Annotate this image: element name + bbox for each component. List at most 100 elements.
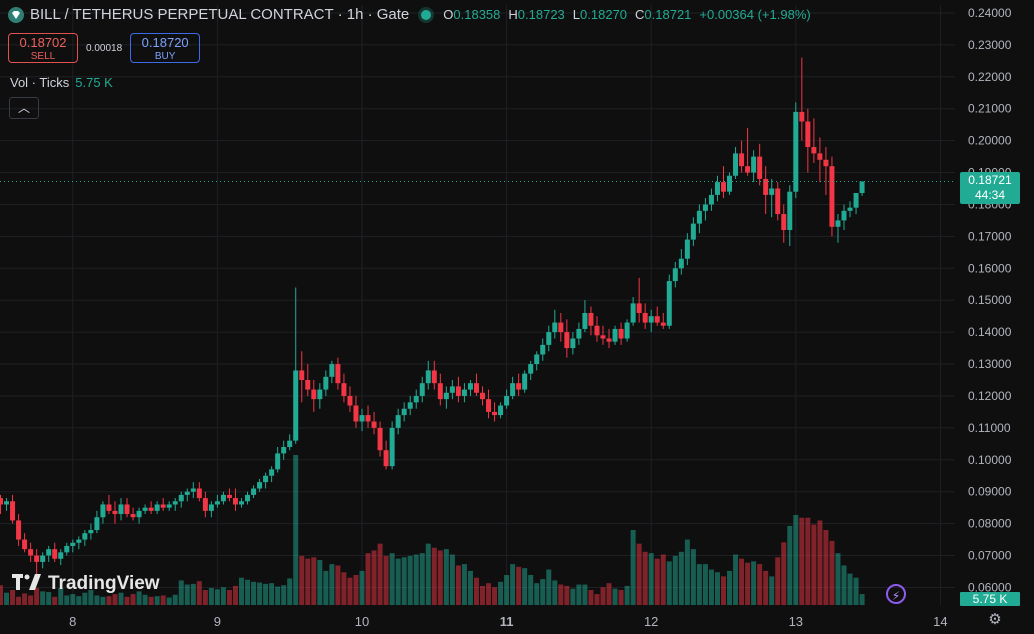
volume-bar — [335, 565, 341, 605]
x-tick-label: 12 — [644, 614, 658, 629]
candle-body — [329, 364, 335, 377]
volume-bar — [461, 564, 467, 605]
volume-bar — [323, 570, 329, 605]
candle-body — [522, 373, 528, 390]
volume-bar — [425, 543, 431, 605]
candle-body — [516, 383, 522, 390]
candle-body — [34, 555, 40, 562]
candle-body — [0, 498, 3, 505]
candle-body — [281, 447, 287, 454]
volume-legend-label: Vol · Ticks — [10, 75, 70, 90]
candle-body — [226, 494, 232, 499]
volume-bar — [510, 564, 516, 605]
volume-bar — [769, 576, 775, 605]
price-axis[interactable]: 0.240000.230000.220000.210000.200000.190… — [968, 6, 1012, 594]
candle-body — [347, 395, 353, 406]
gear-icon[interactable]: ⚙ — [988, 611, 1002, 628]
candle-body — [46, 549, 52, 556]
volume-bar — [154, 596, 160, 605]
volume-bar — [799, 517, 805, 605]
volume-bar — [823, 530, 829, 605]
volume-bar — [449, 554, 455, 605]
volume-legend[interactable]: Vol · Ticks 5.75 K — [10, 75, 113, 90]
volume-bar — [630, 530, 636, 605]
candle-body — [335, 364, 341, 384]
candle-body — [534, 354, 540, 365]
volume-bar — [172, 594, 178, 605]
candle-body — [480, 392, 485, 400]
symbol-title[interactable]: BILL / TETHERUS PERPETUAL CONTRACT · 1h … — [30, 6, 410, 23]
volume-bar — [642, 551, 648, 605]
volume-bar — [263, 583, 269, 605]
candle-body — [443, 392, 449, 400]
candle-body — [100, 504, 106, 518]
volume-bar — [371, 550, 377, 605]
volume-bar — [654, 558, 660, 605]
candle-body — [492, 411, 498, 416]
lightning-icon[interactable]: ⚡ — [886, 584, 906, 604]
high-label: H — [508, 7, 518, 22]
volume-bar — [443, 549, 449, 605]
volume-bar — [16, 596, 22, 605]
volume-bar — [805, 517, 811, 605]
volume-bar — [166, 597, 172, 605]
candle-body — [353, 405, 359, 422]
tradingview-logo[interactable]: TradingView — [12, 573, 160, 595]
y-tick-label: 0.14000 — [968, 325, 1012, 339]
volume-bar — [835, 553, 841, 605]
candle-body — [841, 210, 847, 221]
volume-bar — [106, 596, 112, 605]
candle-body — [395, 415, 401, 428]
volume-bar — [781, 542, 787, 605]
collapse-legend-button[interactable]: ︿ — [9, 97, 39, 119]
volume-bar — [708, 569, 714, 605]
volume-bar — [142, 594, 148, 605]
volume-bar — [124, 596, 130, 605]
candle-body — [449, 386, 455, 393]
buy-price: 0.18720 — [141, 35, 189, 50]
volume-bar — [498, 581, 504, 605]
sell-button[interactable]: 0.18702 SELL — [8, 33, 78, 63]
volume-bar — [70, 594, 76, 605]
volume-bar — [534, 583, 540, 605]
candle-body — [757, 156, 763, 179]
candle-body — [811, 147, 817, 154]
volume-bar — [751, 561, 757, 605]
volume-bar — [88, 590, 94, 605]
y-tick-label: 0.23000 — [968, 38, 1012, 52]
volume-bar — [775, 557, 781, 605]
candle-body — [10, 501, 16, 521]
volume-bar — [22, 593, 28, 605]
volume-bar — [10, 590, 16, 605]
volume-bar — [552, 580, 558, 605]
candle-body — [708, 194, 714, 205]
volume-bar — [558, 584, 564, 605]
volume-bar — [480, 585, 485, 605]
volume-bar — [377, 543, 383, 605]
low-value: 0.18270 — [580, 7, 628, 22]
volume-bar — [540, 579, 546, 605]
buy-button[interactable]: 0.18720 BUY — [130, 33, 201, 63]
candle-body — [184, 491, 190, 495]
candle-body — [805, 121, 811, 148]
volume-bar — [226, 590, 232, 605]
candle-body — [467, 383, 473, 390]
volume-bar — [582, 584, 588, 605]
candle-body — [859, 181, 865, 194]
volume-bar — [763, 570, 769, 605]
y-tick-label: 0.06000 — [968, 580, 1012, 594]
candle-body — [714, 182, 720, 195]
sell-price: 0.18702 — [19, 35, 67, 50]
volume-bar — [624, 585, 630, 605]
candle-body — [245, 494, 251, 502]
candle-body — [112, 510, 118, 515]
current-price-value: 0.18721 — [968, 173, 1012, 187]
candle-body — [232, 498, 238, 505]
time-axis[interactable]: 8 9 10 11 12 13 14 — [69, 614, 947, 629]
volume-bar — [0, 585, 3, 605]
diamond-logo-icon — [8, 6, 24, 23]
candle-body — [473, 383, 479, 393]
candle-body — [82, 533, 88, 540]
candle-body — [672, 268, 678, 282]
